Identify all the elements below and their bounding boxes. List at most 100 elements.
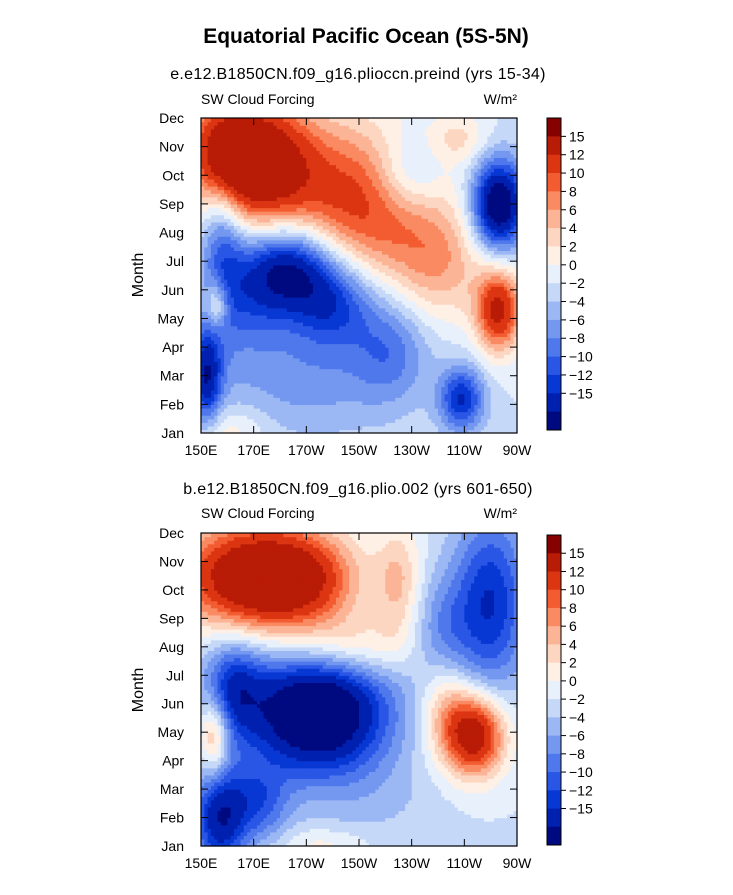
heatmap-cell [428, 411, 433, 416]
heatmap-cell [451, 364, 456, 370]
heatmap-cell [388, 347, 393, 352]
heatmap-cell [467, 393, 472, 398]
heatmap-cell [414, 372, 419, 377]
heatmap-cell [447, 393, 452, 398]
heatmap-cell [467, 368, 472, 373]
heatmap-cell [480, 361, 485, 366]
heatmap-cell [513, 404, 518, 409]
heatmap-cell [293, 400, 298, 405]
heatmap-cell [201, 397, 205, 402]
heatmap-cell [444, 382, 449, 388]
heatmap-cell [312, 429, 317, 434]
heatmap-cell [296, 343, 301, 348]
heatmap-cell [355, 418, 360, 423]
heatmap-cell [303, 386, 307, 391]
heatmap-cell [253, 364, 258, 370]
heatmap-cell [470, 368, 475, 373]
heatmap-cell [362, 393, 367, 398]
heatmap-cell [303, 375, 307, 380]
heatmap-cell [263, 400, 268, 405]
heatmap-cell [214, 343, 219, 348]
heatmap-cell [480, 382, 485, 388]
heatmap-cell [263, 354, 268, 359]
heatmap-cell [447, 382, 452, 388]
heatmap-cell [270, 361, 275, 366]
heatmap-cell [441, 397, 446, 402]
heatmap-cell [352, 375, 357, 380]
heatmap-cell [362, 375, 367, 380]
heatmap-cell [237, 379, 242, 384]
heatmap-cell [454, 404, 459, 409]
heatmap-cell [461, 393, 465, 398]
heatmap-cell [306, 350, 311, 355]
heatmap-cell [421, 422, 426, 427]
heatmap-cell [461, 368, 465, 373]
heatmap-cell [309, 372, 314, 377]
heatmap-cell [507, 368, 512, 373]
heatmap-cell [457, 350, 462, 355]
heatmap-cell [345, 425, 350, 431]
heatmap-cell [237, 418, 242, 423]
heatmap-cell [204, 422, 209, 427]
heatmap-cell [375, 400, 380, 405]
heatmap-cell [316, 422, 321, 427]
heatmap-cell [470, 372, 475, 377]
heatmap-cell [507, 400, 512, 405]
heatmap-cell [247, 339, 251, 345]
heatmap-cell [273, 354, 278, 359]
heatmap-cell [470, 393, 475, 398]
heatmap-cell [510, 354, 515, 359]
heatmap-cell [263, 357, 268, 363]
heatmap-cell [441, 386, 446, 391]
heatmap-cell [441, 364, 446, 370]
heatmap-cell [299, 343, 304, 348]
heatmap-cell [207, 350, 212, 355]
heatmap-cell [500, 382, 505, 388]
heatmap-cell [385, 415, 390, 420]
heatmap-cell [401, 415, 406, 420]
heatmap-cell [210, 339, 215, 345]
heatmap-cell [431, 400, 436, 405]
heatmap-cell [493, 382, 498, 388]
heatmap-cell [457, 354, 462, 359]
heatmap-cell [204, 386, 209, 391]
heatmap-cell [263, 375, 268, 380]
heatmap-cell [441, 404, 446, 409]
heatmap-cell [414, 382, 419, 388]
heatmap-cell [362, 350, 367, 355]
heatmap-cell [250, 361, 255, 366]
heatmap-cell [276, 393, 281, 398]
heatmap-cell [260, 404, 265, 409]
heatmap-cell [372, 411, 377, 416]
heatmap-cell [270, 418, 275, 423]
heatmap-cell [230, 425, 235, 431]
heatmap-cell [401, 368, 406, 373]
heatmap-cell [342, 418, 347, 423]
heatmap-cell [398, 343, 403, 348]
heatmap-cell [240, 379, 245, 384]
heatmap-cell [339, 375, 344, 380]
heatmap-cell [349, 386, 354, 391]
heatmap-cell [286, 357, 291, 363]
heatmap-cell [335, 354, 340, 359]
heatmap-cell [329, 393, 334, 398]
heatmap-cell [405, 347, 409, 352]
heatmap-cell [368, 407, 373, 413]
heatmap-cell [454, 407, 459, 413]
heatmap-cell [289, 422, 294, 427]
heatmap-cell [493, 357, 498, 363]
heatmap-cell [224, 390, 228, 395]
heatmap-cell [289, 339, 294, 345]
heatmap-cell [280, 418, 284, 423]
heatmap-cell [493, 400, 498, 405]
heatmap-cell [490, 379, 495, 384]
heatmap-cell [362, 422, 367, 427]
heatmap-cell [467, 354, 472, 359]
heatmap-cell [349, 425, 354, 431]
heatmap-cell [382, 415, 386, 420]
heatmap-cell [484, 372, 488, 377]
heatmap-cell [332, 350, 337, 355]
heatmap-cell [385, 422, 390, 427]
heatmap-cell [227, 354, 232, 359]
heatmap-cell [467, 425, 472, 431]
